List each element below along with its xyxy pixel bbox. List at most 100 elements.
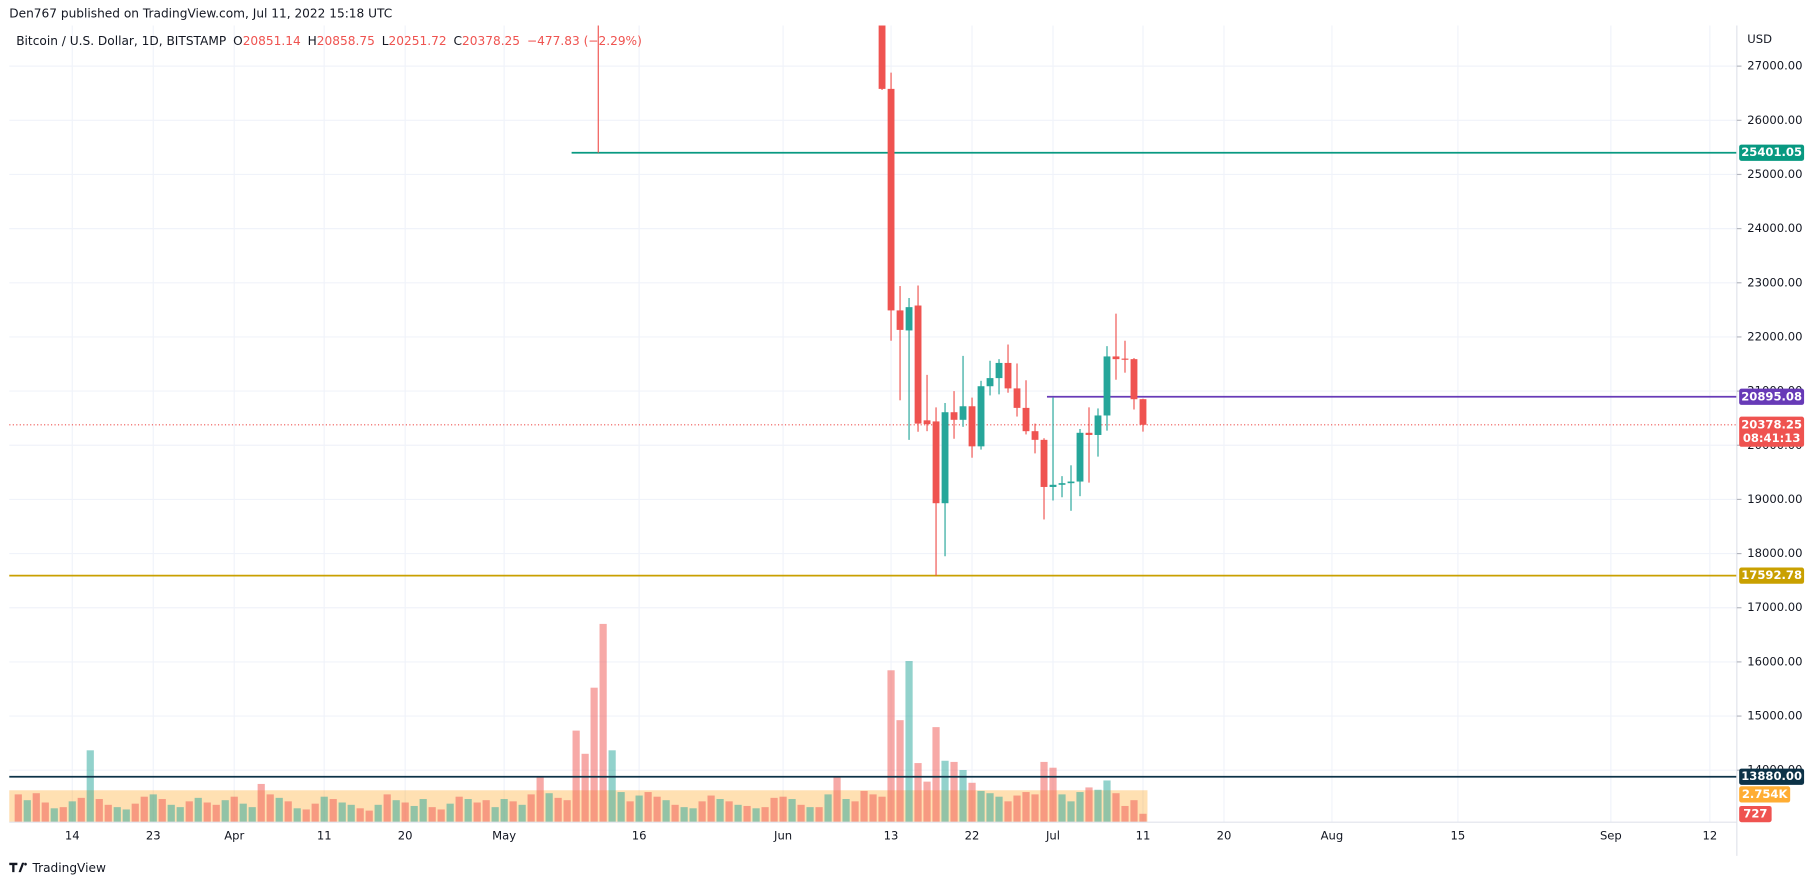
volume-bar <box>131 803 139 823</box>
volume-bar <box>167 804 175 823</box>
x-tick-label: Apr <box>224 829 244 843</box>
volume-bar <box>824 794 832 823</box>
volume-bar <box>653 796 661 823</box>
volume-bar <box>95 799 103 823</box>
volume-bar <box>779 796 787 823</box>
volume-bar <box>1076 792 1084 823</box>
volume-bar <box>374 804 382 823</box>
x-tick-label: 15 <box>1451 829 1466 843</box>
candle-body <box>923 420 931 425</box>
volume-label-box <box>1739 805 1772 823</box>
volume-bar <box>239 803 247 823</box>
volume-bar <box>149 794 157 823</box>
volume-bar <box>536 776 544 823</box>
volume-bar <box>1040 761 1048 823</box>
volume-bar <box>896 720 904 823</box>
volume-bar <box>311 803 319 823</box>
level-label-box <box>1739 388 1805 405</box>
volume-bar <box>770 797 778 823</box>
y-tick-label: 19000.00 <box>1747 492 1802 506</box>
y-tick-label: 25000.00 <box>1747 167 1802 181</box>
ohlc-key: O <box>233 34 243 48</box>
candle-body <box>959 406 967 420</box>
volume-bar <box>887 670 895 823</box>
candle-body <box>1058 483 1066 485</box>
volume-bar <box>968 782 976 823</box>
volume-bar <box>617 792 625 823</box>
volume-bar <box>995 796 1003 823</box>
change: −477.83 (−2.29%) <box>527 34 642 48</box>
volume-bar <box>815 807 823 823</box>
volume-bar <box>266 794 274 823</box>
ohlc-key: C <box>454 34 462 48</box>
candle-body <box>1085 432 1093 435</box>
x-tick-label: Sep <box>1600 829 1622 843</box>
volume-bar <box>392 800 400 823</box>
candle-body <box>1004 362 1012 389</box>
countdown: 08:41:13 <box>1743 431 1801 445</box>
candle-body <box>1130 359 1138 400</box>
ohlc-key: H <box>308 34 317 48</box>
volume-bar <box>230 796 238 823</box>
volume-bar <box>158 799 166 823</box>
volume-bar <box>1058 794 1066 823</box>
volume-bar <box>1103 780 1111 823</box>
volume-bar <box>518 804 526 823</box>
volume-bar <box>806 807 814 823</box>
volume-bar <box>635 795 643 823</box>
axes: 14000.0015000.0016000.0017000.0018000.00… <box>65 59 1805 843</box>
volume-bar <box>923 781 931 823</box>
volume-bar <box>14 794 22 823</box>
volume-bar <box>257 783 265 823</box>
brand: TradingView <box>31 861 105 875</box>
volume-bar <box>50 808 58 823</box>
volume-bar <box>248 807 256 823</box>
volume-bar <box>527 794 535 823</box>
level-label: 17592.78 <box>1741 568 1802 582</box>
x-tick-label: 20 <box>1217 829 1232 843</box>
volume-bar <box>716 799 724 823</box>
volume-bar <box>1049 767 1057 823</box>
volume-bar <box>1013 795 1021 823</box>
volume-bar <box>878 796 886 823</box>
volume-bar <box>1022 792 1030 823</box>
candle-body <box>932 421 940 504</box>
volume-bar <box>977 790 985 823</box>
volume-bar <box>842 799 850 823</box>
volume-bar <box>320 796 328 823</box>
candle-body <box>950 412 958 420</box>
volume-bar <box>833 776 841 823</box>
x-tick-label: 23 <box>146 829 161 843</box>
volume-label: 727 <box>1743 807 1767 821</box>
candle-body <box>878 25 886 89</box>
volume-bar <box>473 802 481 823</box>
x-tick-label: 11 <box>1136 829 1151 843</box>
grid <box>9 25 1737 823</box>
candle-body <box>1067 481 1075 484</box>
volume-bar <box>122 809 130 823</box>
y-tick-label: 22000.00 <box>1747 329 1802 343</box>
candle-body <box>941 412 949 504</box>
x-tick-label: 13 <box>884 829 899 843</box>
volume-bar <box>113 807 121 823</box>
level-label: 20895.08 <box>1741 389 1802 403</box>
volume-bar <box>1031 794 1039 823</box>
volume-bar <box>1067 801 1075 823</box>
volume-bar <box>1112 793 1120 823</box>
volume-bar <box>410 805 418 823</box>
candle-body <box>1121 358 1129 360</box>
volume-bar <box>851 801 859 823</box>
candle-body <box>914 305 922 424</box>
volume-bar <box>950 761 958 823</box>
candle-body <box>896 310 904 330</box>
y-tick-label: 17000.00 <box>1747 600 1802 614</box>
candle-body <box>1112 356 1120 360</box>
volume-bar <box>212 804 220 823</box>
volume-bar <box>689 808 697 823</box>
ohlc-key: L <box>382 34 389 48</box>
volume-bar <box>1004 801 1012 823</box>
volume-bar <box>356 808 364 823</box>
ohlc-value: 20378.25 <box>462 34 520 48</box>
volume-bar <box>284 801 292 823</box>
x-tick-label: 14 <box>65 829 80 843</box>
